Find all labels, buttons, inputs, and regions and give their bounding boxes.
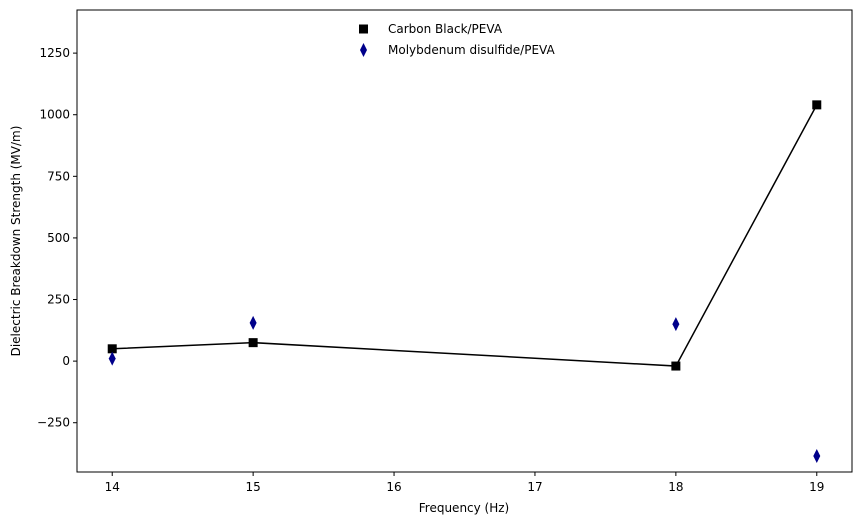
- x-axis-ticks: 14 15 16 17 18 19: [105, 472, 824, 494]
- y-axis-label: Dielectric Breakdown Strength (MV/m): [9, 126, 23, 357]
- legend-square-marker: [359, 24, 368, 34]
- y-tick-label: 0: [62, 354, 70, 368]
- legend-diamond-marker: [360, 43, 367, 57]
- data-point-molybdenum: [672, 317, 680, 332]
- data-point-carbon-black: [671, 361, 681, 371]
- data-point-carbon-black: [248, 338, 258, 348]
- legend-entry-carbon-black: Carbon Black/PEVA: [359, 22, 503, 36]
- series-line-0: [112, 104, 818, 367]
- x-tick-label: 19: [809, 480, 824, 494]
- y-tick-label: 500: [47, 231, 70, 245]
- y-tick-label: −250: [37, 416, 70, 430]
- y-axis-ticks: −250 0 250 500 750 1000 1250: [37, 46, 77, 430]
- data-point-molybdenum: [249, 315, 257, 330]
- plot-content: [107, 100, 822, 463]
- y-tick-label: 750: [47, 169, 70, 183]
- data-point-carbon-black: [812, 100, 822, 110]
- x-tick-label: 17: [527, 480, 542, 494]
- y-tick-label: 1000: [39, 108, 70, 122]
- y-tick-label: 250: [47, 293, 70, 307]
- x-tick-label: 14: [105, 480, 120, 494]
- legend-label-carbon-black: Carbon Black/PEVA: [388, 22, 503, 36]
- legend: Carbon Black/PEVA Molybdenum disulfide/P…: [359, 22, 555, 57]
- legend-entry-molybdenum: Molybdenum disulfide/PEVA: [360, 43, 555, 57]
- data-point-molybdenum: [813, 448, 821, 463]
- x-tick-label: 15: [245, 480, 260, 494]
- y-tick-label: 1250: [39, 46, 70, 60]
- plot-background: [77, 10, 852, 472]
- plot-frame: [76, 9, 853, 473]
- x-tick-label: 18: [668, 480, 683, 494]
- legend-label-molybdenum: Molybdenum disulfide/PEVA: [388, 43, 555, 57]
- data-point-carbon-black: [107, 344, 117, 354]
- data-point-molybdenum: [108, 351, 116, 366]
- x-axis-label: Frequency (Hz): [419, 501, 510, 515]
- x-tick-label: 16: [386, 480, 401, 494]
